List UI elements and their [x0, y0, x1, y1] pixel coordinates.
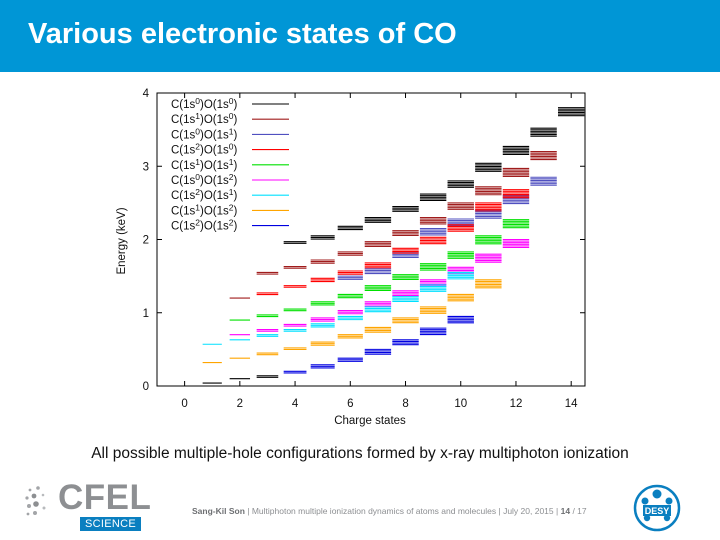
x-tick-label: 12 — [510, 398, 523, 410]
axis-ticks — [157, 92, 585, 387]
x-tick-label: 14 — [565, 398, 578, 410]
legend: C(1s0)O(1s0)C(1s1)O(1s0)C(1s0)O(1s1)C(1s… — [171, 96, 289, 233]
x-tick-label: 2 — [237, 398, 243, 410]
x-tick-label: 4 — [292, 398, 299, 410]
series-7 — [202, 279, 502, 364]
x-tick-label: 0 — [181, 398, 187, 410]
y-tick-label: 3 — [143, 161, 149, 173]
series-0 — [175, 107, 585, 387]
series-6 — [202, 271, 474, 345]
cfel-dots-icon — [25, 486, 46, 516]
series-3 — [256, 189, 530, 296]
legend-label: C(1s1)O(1s2) — [171, 202, 238, 217]
slide-title: Various electronic states of CO — [28, 18, 457, 50]
data-marks — [175, 107, 585, 387]
y-tick-label: 4 — [143, 88, 150, 100]
legend-label: C(1s2)O(1s0) — [171, 142, 238, 157]
y-tick-label: 0 — [143, 381, 149, 393]
legend-label: C(1s0)O(1s2) — [171, 172, 238, 187]
footer-author: Sang-Kil Son — [192, 506, 245, 516]
slide-caption: All possible multiple-hole configuration… — [91, 445, 629, 462]
footer-talk: Multiphoton multiple ionization dynamics… — [251, 506, 497, 516]
legend-label: C(1s2)O(1s1) — [171, 187, 238, 202]
footer-page: 14 — [560, 506, 571, 516]
series-1 — [229, 151, 557, 299]
legend-label: C(1s1)O(1s1) — [171, 157, 238, 172]
series-8 — [283, 315, 474, 374]
x-tick-label: 8 — [402, 398, 408, 410]
footer-date: July 20, 2015 — [503, 506, 554, 516]
legend-label: C(1s2)O(1s2) — [171, 218, 238, 233]
cfel-science-label: SCIENCE — [80, 517, 141, 531]
y-tick-label: 1 — [143, 308, 149, 320]
desy-logo: DESY — [633, 484, 681, 532]
title-bar — [0, 0, 720, 72]
desy-ring-icon — [633, 484, 681, 532]
legend-label: C(1s0)O(1s0) — [171, 96, 238, 111]
legend-label: C(1s0)O(1s1) — [171, 126, 238, 141]
desy-logo-text: DESY — [645, 506, 670, 516]
x-tick-label: 10 — [454, 398, 467, 410]
series-4 — [229, 219, 530, 321]
cfel-logo: CFEL — [58, 478, 152, 517]
y-axis-label: Energy (keV) — [116, 207, 128, 274]
slide-footer: Sang-Kil Son | Multiphoton multiple ioni… — [192, 506, 587, 516]
footer-total: 17 — [577, 506, 587, 516]
x-tick-label: 6 — [347, 398, 353, 410]
legend-label: C(1s1)O(1s0) — [171, 111, 238, 126]
x-axis-label: Charge states — [334, 415, 406, 427]
y-tick-label: 2 — [143, 235, 149, 247]
